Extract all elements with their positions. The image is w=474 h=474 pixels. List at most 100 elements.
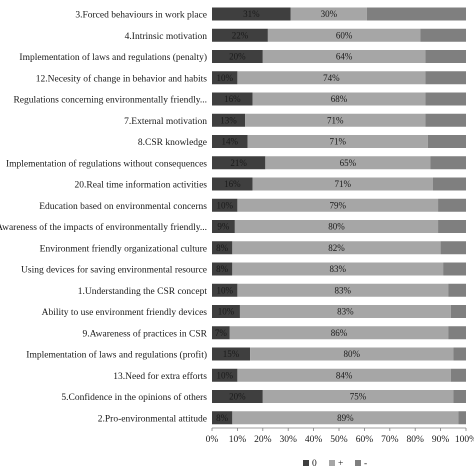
data-label-zero: 10% bbox=[216, 73, 233, 83]
category-label: 9.Awareness of practices in CSR bbox=[83, 328, 208, 339]
data-label-zero: 9% bbox=[217, 222, 230, 232]
bar-segment-zero bbox=[212, 262, 233, 276]
category-label: 2.Pro-environmental attitude bbox=[98, 414, 207, 424]
bar-segment-plus bbox=[232, 241, 441, 255]
bar-segment-zero bbox=[212, 50, 263, 63]
x-tick-label: 100% bbox=[455, 435, 474, 445]
bar-segment-minus bbox=[443, 262, 466, 276]
bar-segment-zero bbox=[212, 71, 238, 85]
data-label-zero: 22% bbox=[232, 30, 249, 40]
category-labels: 3.Forced behaviours in work place 4.Intri… bbox=[0, 11, 208, 425]
data-label-plus: 74% bbox=[323, 73, 340, 83]
bar-segment-minus bbox=[425, 71, 466, 85]
legend: 0 + - bbox=[303, 459, 367, 469]
data-label-zero: 20% bbox=[229, 52, 246, 62]
x-tick-label: 40% bbox=[305, 435, 323, 445]
data-label-zero: 8% bbox=[216, 243, 229, 253]
data-label-plus: 86% bbox=[331, 328, 348, 338]
bar-segment-plus bbox=[232, 411, 459, 425]
data-label-plus: 82% bbox=[328, 243, 345, 253]
data-label-plus: 79% bbox=[329, 200, 346, 210]
data-label-zero: 8% bbox=[216, 413, 229, 423]
data-label-plus: 80% bbox=[343, 349, 360, 359]
bar-segment-plus bbox=[250, 347, 454, 361]
bar-segment-zero bbox=[212, 241, 233, 255]
data-labels: 31% 30% 22% 60% 20% 64% 10% 74% 16% 68% 13% 71% 14% 7… bbox=[215, 9, 367, 423]
bar-segment-minus bbox=[453, 347, 466, 361]
bar-segment-zero bbox=[212, 390, 263, 403]
bar-segment-plus bbox=[262, 50, 426, 63]
data-label-plus: 30% bbox=[321, 9, 338, 19]
x-axis: 0% 10% 20% 30% 40% 50% 60% 70% 80% 90% 100% bbox=[206, 427, 474, 445]
bar-segment-zero bbox=[212, 326, 230, 340]
legend-swatch bbox=[303, 460, 309, 466]
bar-segment-plus bbox=[237, 198, 439, 212]
bar-segment-plus bbox=[232, 262, 444, 276]
category-label: 1.Understanding the CSR concept bbox=[78, 287, 208, 297]
bar-segment-minus bbox=[425, 50, 466, 63]
data-label-plus: 80% bbox=[328, 222, 345, 232]
bar-segment-plus bbox=[252, 92, 426, 106]
data-label-zero: 13% bbox=[220, 115, 237, 125]
bar-segment-plus bbox=[247, 135, 428, 148]
data-label-zero: 10% bbox=[218, 307, 235, 317]
data-label-plus: 83% bbox=[337, 307, 354, 317]
bar-segment-minus bbox=[448, 283, 466, 297]
bar-segment-minus bbox=[420, 28, 466, 42]
bar-segment-zero bbox=[212, 198, 238, 212]
bar-segment-minus bbox=[438, 220, 466, 233]
bar-segment-plus bbox=[234, 220, 439, 233]
x-tick-label: 30% bbox=[279, 435, 297, 445]
bar-segment-plus bbox=[252, 177, 433, 191]
bar-segment-zero bbox=[212, 135, 248, 148]
bar-segment-plus bbox=[229, 326, 449, 340]
bar-segment-plus bbox=[265, 156, 431, 170]
data-label-plus: 71% bbox=[327, 115, 344, 125]
bar-segment-minus bbox=[450, 368, 466, 382]
legend-label: - bbox=[364, 459, 367, 469]
data-label-zero: 7% bbox=[215, 328, 228, 338]
bar-segment-zero bbox=[212, 92, 253, 106]
data-label-zero: 10% bbox=[216, 285, 233, 295]
category-label: Implementation of laws and regulations (… bbox=[26, 350, 207, 361]
category-label: 7.External motivation bbox=[124, 117, 207, 127]
bar-segment-zero bbox=[212, 7, 291, 21]
data-label-plus: 71% bbox=[335, 179, 352, 189]
legend-label: 0 bbox=[312, 459, 317, 469]
data-label-plus: 84% bbox=[336, 370, 353, 380]
bar-segment-plus bbox=[262, 390, 454, 403]
data-label-zero: 10% bbox=[216, 200, 233, 210]
category-label: 13.Need for extra efforts bbox=[113, 371, 207, 382]
bar-segment-zero bbox=[212, 220, 235, 233]
category-label: 4.Intrinsic motivation bbox=[125, 32, 208, 42]
bar-segment-plus bbox=[290, 7, 367, 21]
legend-swatch bbox=[329, 460, 335, 466]
bar-segment-plus bbox=[267, 28, 421, 42]
x-tick-label: 50% bbox=[330, 435, 348, 445]
category-label: Implementation of laws and regulations (… bbox=[19, 52, 207, 63]
bar-segment-plus bbox=[239, 305, 451, 318]
data-label-plus: 75% bbox=[350, 392, 367, 402]
category-label: Environment friendly organizational cult… bbox=[40, 243, 207, 254]
data-label-zero: 21% bbox=[230, 158, 247, 168]
x-tick-label: 10% bbox=[229, 435, 247, 445]
bar-segment-minus bbox=[458, 411, 466, 425]
bar-segment-zero bbox=[212, 28, 268, 42]
data-label-zero: 8% bbox=[216, 264, 229, 274]
bar-segment-minus bbox=[453, 390, 466, 403]
category-label: 12.Necesity of change in behavior and ha… bbox=[36, 73, 208, 84]
data-label-zero: 16% bbox=[224, 94, 241, 104]
data-label-plus: 83% bbox=[329, 264, 346, 274]
bar-segment-minus bbox=[440, 241, 466, 255]
category-label: 8.CSR knowledge bbox=[138, 138, 207, 148]
bar-segment-zero bbox=[212, 411, 233, 425]
bar-segment-zero bbox=[212, 156, 266, 170]
x-tick-label: 20% bbox=[254, 435, 272, 445]
category-label: Awareness of the impacts of environmenta… bbox=[0, 222, 207, 233]
x-tick-label: 0% bbox=[206, 435, 219, 445]
category-label: 5.Confidence in the opinions of others bbox=[61, 392, 207, 403]
bar-segment-minus bbox=[366, 7, 466, 21]
bar-segment-minus bbox=[432, 177, 466, 191]
category-label: Regulations concerning environmentally f… bbox=[13, 95, 207, 106]
